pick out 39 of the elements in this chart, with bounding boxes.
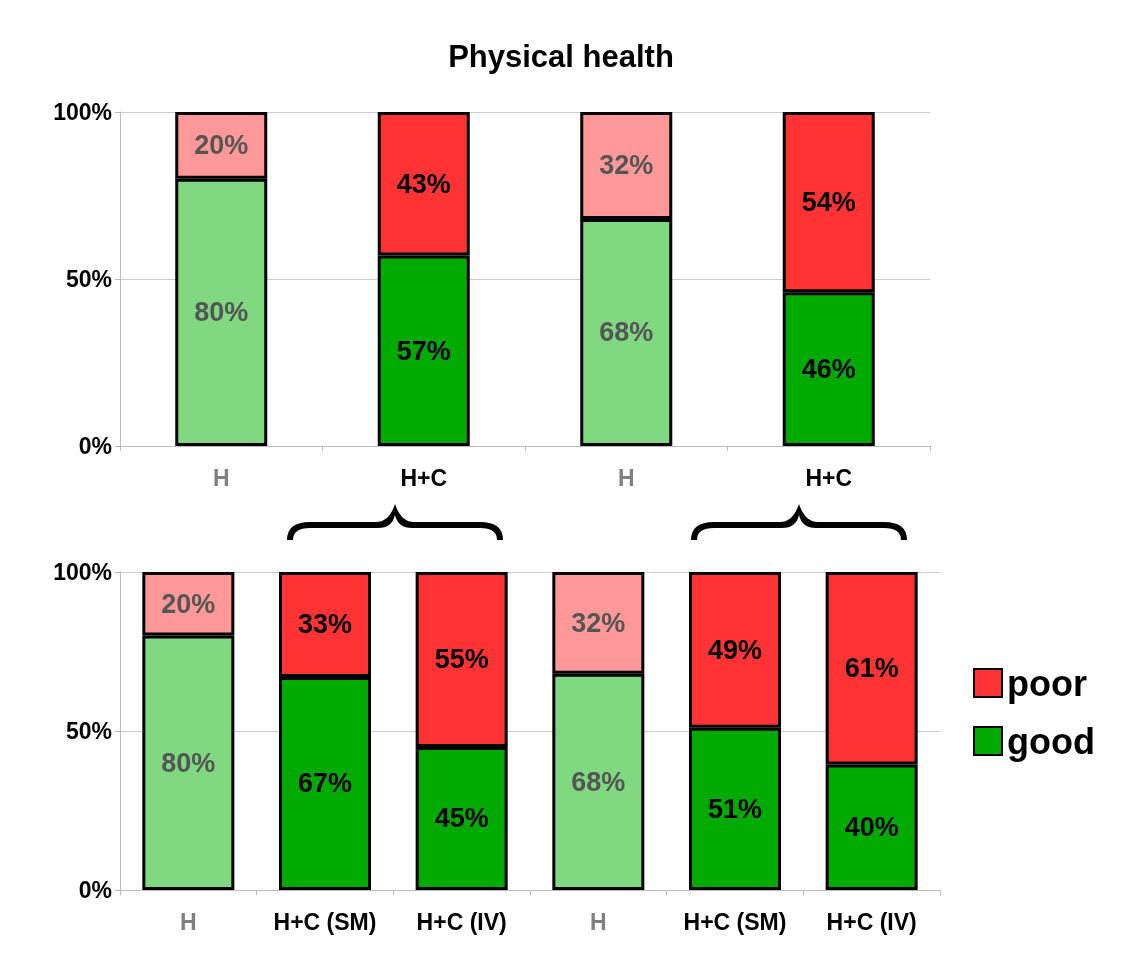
data-label: 49% xyxy=(707,634,763,665)
x-tick-label: H+C xyxy=(400,464,448,491)
data-label: 68% xyxy=(599,317,654,348)
data-label: 80% xyxy=(161,747,216,778)
x-tick-label: H+C (IV) xyxy=(416,908,507,935)
x-tick-label: H xyxy=(590,908,607,935)
data-label: 20% xyxy=(194,130,249,161)
data-label: 32% xyxy=(599,150,654,181)
y-tick-label: 100% xyxy=(53,99,112,125)
chart-title: Physical health xyxy=(448,39,674,74)
y-tick-label: 0% xyxy=(78,877,112,903)
x-tick-label: H+C (SM) xyxy=(683,908,787,935)
data-label: 46% xyxy=(801,354,856,385)
data-label: 43% xyxy=(396,168,451,199)
x-tick-label: H+C (SM) xyxy=(273,908,377,935)
data-label: 33% xyxy=(297,609,353,640)
y-tick-label: 50% xyxy=(65,718,112,744)
data-label: 32% xyxy=(571,607,626,638)
data-label: 68% xyxy=(571,766,626,797)
data-label: 67% xyxy=(297,768,353,799)
x-tick-label: H xyxy=(180,908,197,935)
y-tick-label: 50% xyxy=(65,266,112,292)
data-label: 45% xyxy=(434,803,489,834)
y-tick-label: 0% xyxy=(78,433,112,459)
data-label: 54% xyxy=(801,187,856,218)
legend-label: good xyxy=(1007,720,1095,762)
data-label: 40% xyxy=(844,812,899,843)
data-label: 51% xyxy=(707,793,763,824)
data-label: 57% xyxy=(396,335,451,366)
data-label: 55% xyxy=(434,644,489,675)
y-tick-label: 100% xyxy=(53,559,112,585)
x-tick-label: H+C (IV) xyxy=(826,908,917,935)
data-label: 20% xyxy=(161,588,216,619)
x-tick-label: H xyxy=(617,464,635,491)
data-label: 61% xyxy=(844,653,899,684)
x-tick-label: H xyxy=(212,464,230,491)
legend-label: poor xyxy=(1007,662,1087,704)
data-label: 80% xyxy=(194,297,249,328)
x-tick-label: H+C xyxy=(805,464,853,491)
